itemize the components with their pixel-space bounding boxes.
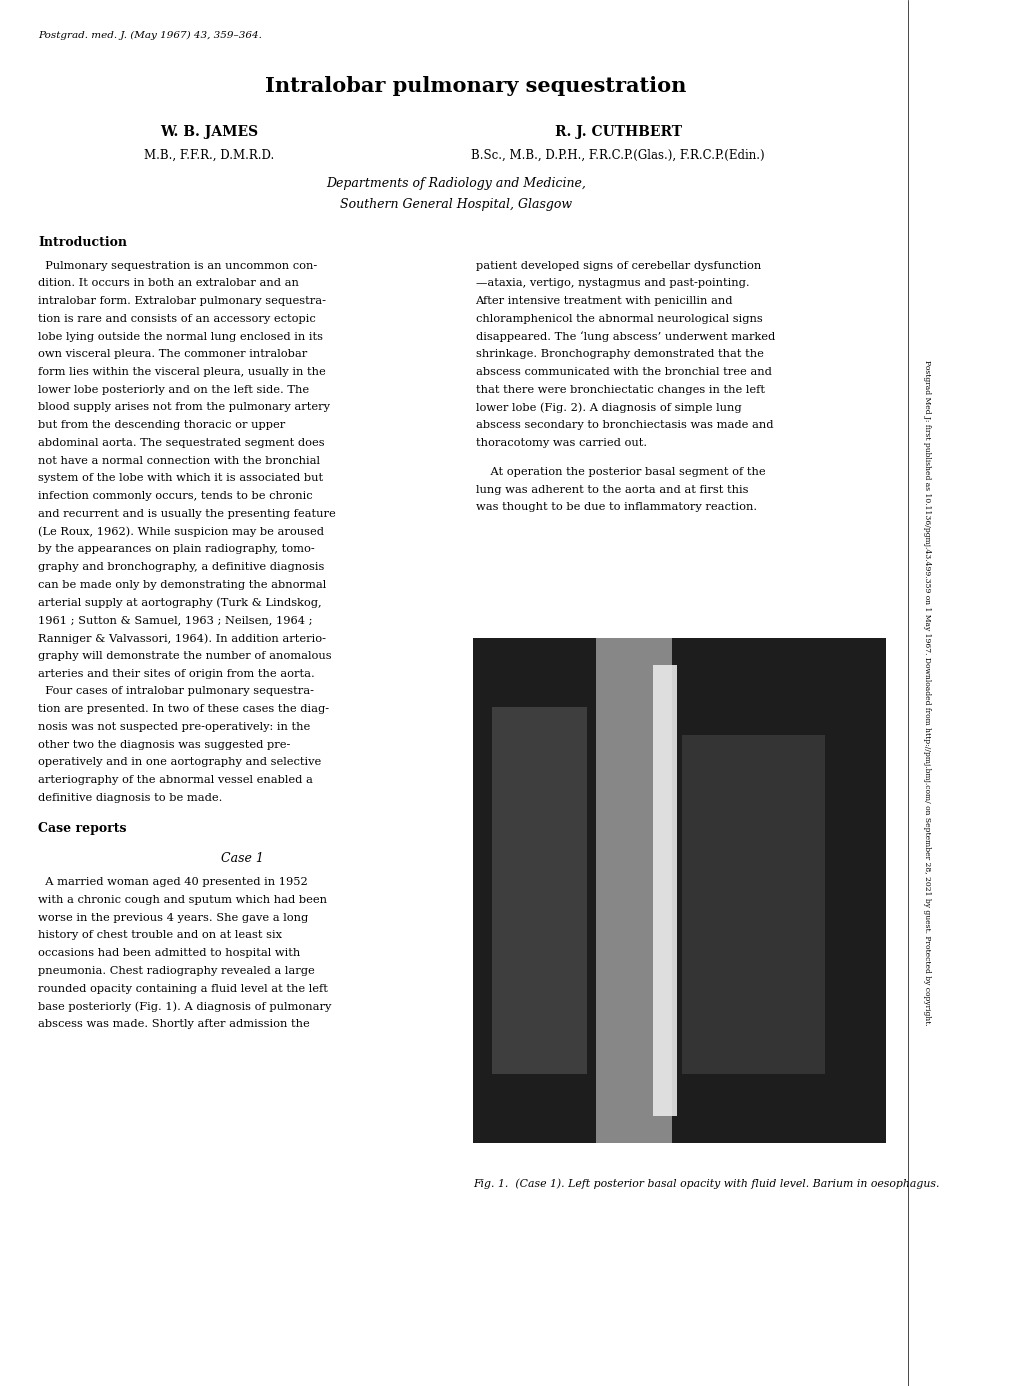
- Text: history of chest trouble and on at least six: history of chest trouble and on at least…: [38, 930, 282, 940]
- Text: tion is rare and consists of an accessory ectopic: tion is rare and consists of an accessor…: [38, 313, 316, 324]
- Text: base posteriorly (Fig. 1). A diagnosis of pulmonary: base posteriorly (Fig. 1). A diagnosis o…: [38, 1001, 331, 1012]
- Text: Ranniger & Valvassori, 1964). In addition arterio-: Ranniger & Valvassori, 1964). In additio…: [38, 633, 326, 643]
- Text: W. B. JAMES: W. B. JAMES: [160, 125, 258, 139]
- Text: lobe lying outside the normal lung enclosed in its: lobe lying outside the normal lung enclo…: [38, 331, 323, 341]
- Text: Southern General Hospital, Glasgow: Southern General Hospital, Glasgow: [340, 198, 572, 211]
- Text: —ataxia, vertigo, nystagmus and past-pointing.: —ataxia, vertigo, nystagmus and past-poi…: [475, 279, 748, 288]
- Text: system of the lobe with which it is associated but: system of the lobe with which it is asso…: [38, 474, 323, 484]
- Text: definitive diagnosis to be made.: definitive diagnosis to be made.: [38, 793, 222, 802]
- Text: own visceral pleura. The commoner intralobar: own visceral pleura. The commoner intral…: [38, 349, 307, 359]
- Text: graphy will demonstrate the number of anomalous: graphy will demonstrate the number of an…: [38, 651, 331, 661]
- Text: Case 1: Case 1: [221, 852, 264, 865]
- Text: other two the diagnosis was suggested pre-: other two the diagnosis was suggested pr…: [38, 740, 290, 750]
- Text: form lies within the visceral pleura, usually in the: form lies within the visceral pleura, us…: [38, 367, 325, 377]
- Text: (Le Roux, 1962). While suspicion may be aroused: (Le Roux, 1962). While suspicion may be …: [38, 527, 324, 538]
- Text: abscess was made. Shortly after admission the: abscess was made. Shortly after admissio…: [38, 1019, 310, 1028]
- Text: shrinkage. Bronchography demonstrated that the: shrinkage. Bronchography demonstrated th…: [475, 349, 762, 359]
- Text: lower lobe (Fig. 2). A diagnosis of simple lung: lower lobe (Fig. 2). A diagnosis of simp…: [475, 402, 741, 413]
- Text: Intralobar pulmonary sequestration: Intralobar pulmonary sequestration: [265, 76, 686, 96]
- Text: was thought to be due to inflammatory reaction.: was thought to be due to inflammatory re…: [475, 502, 756, 513]
- Text: by the appearances on plain radiography, tomo-: by the appearances on plain radiography,…: [38, 545, 315, 554]
- Text: A married woman aged 40 presented in 1952: A married woman aged 40 presented in 195…: [38, 877, 308, 887]
- Text: Fig. 1.  (Case 1). Left posterior basal opacity with fluid level. Barium in oeso: Fig. 1. (Case 1). Left posterior basal o…: [472, 1178, 938, 1189]
- Text: abscess communicated with the bronchial tree and: abscess communicated with the bronchial …: [475, 367, 770, 377]
- Text: not have a normal connection with the bronchial: not have a normal connection with the br…: [38, 456, 320, 466]
- Text: operatively and in one aortography and selective: operatively and in one aortography and s…: [38, 757, 321, 768]
- Text: 1961 ; Sutton & Samuel, 1963 ; Neilsen, 1964 ;: 1961 ; Sutton & Samuel, 1963 ; Neilsen, …: [38, 615, 312, 625]
- Text: B.Sc., M.B., D.P.H., F.R.C.P.(Glas.), F.R.C.P.(Edin.): B.Sc., M.B., D.P.H., F.R.C.P.(Glas.), F.…: [471, 148, 764, 161]
- Text: lower lobe posteriorly and on the left side. The: lower lobe posteriorly and on the left s…: [38, 385, 309, 395]
- Text: occasions had been admitted to hospital with: occasions had been admitted to hospital …: [38, 948, 300, 958]
- Text: nosis was not suspected pre-operatively: in the: nosis was not suspected pre-operatively:…: [38, 722, 310, 732]
- Text: patient developed signs of cerebellar dysfunction: patient developed signs of cerebellar dy…: [475, 261, 760, 270]
- Text: Postgrad Med J: first published as 10.1136/pgmj.43.499.359 on 1 May 1967. Downlo: Postgrad Med J: first published as 10.11…: [922, 360, 930, 1026]
- Text: can be made only by demonstrating the abnormal: can be made only by demonstrating the ab…: [38, 579, 326, 590]
- Text: Case reports: Case reports: [38, 822, 126, 834]
- Text: Postgrad. med. J. (May 1967) 43, 359–364.: Postgrad. med. J. (May 1967) 43, 359–364…: [38, 30, 262, 40]
- Text: M.B., F.F.R., D.M.R.D.: M.B., F.F.R., D.M.R.D.: [144, 148, 274, 161]
- Bar: [596, 638, 672, 1143]
- Text: infection commonly occurs, tends to be chronic: infection commonly occurs, tends to be c…: [38, 491, 313, 502]
- Text: blood supply arises not from the pulmonary artery: blood supply arises not from the pulmona…: [38, 402, 330, 413]
- Text: arteries and their sites of origin from the aorta.: arteries and their sites of origin from …: [38, 668, 315, 679]
- Bar: [672, 638, 886, 1143]
- Text: arterial supply at aortography (Turk & Lindskog,: arterial supply at aortography (Turk & L…: [38, 597, 321, 608]
- Text: After intensive treatment with penicillin and: After intensive treatment with penicilli…: [475, 297, 733, 306]
- Text: arteriography of the abnormal vessel enabled a: arteriography of the abnormal vessel ena…: [38, 775, 313, 784]
- Text: lung was adherent to the aorta and at first this: lung was adherent to the aorta and at fi…: [475, 485, 747, 495]
- Bar: [491, 707, 586, 1074]
- Text: abscess secondary to bronchiectasis was made and: abscess secondary to bronchiectasis was …: [475, 420, 772, 430]
- Text: pneumonia. Chest radiography revealed a large: pneumonia. Chest radiography revealed a …: [38, 966, 315, 976]
- Text: tion are presented. In two of these cases the diag-: tion are presented. In two of these case…: [38, 704, 329, 714]
- Bar: [472, 638, 596, 1143]
- Text: graphy and bronchography, a definitive diagnosis: graphy and bronchography, a definitive d…: [38, 563, 324, 572]
- Text: and recurrent and is usually the presenting feature: and recurrent and is usually the present…: [38, 509, 335, 518]
- Text: Departments of Radiology and Medicine,: Departments of Radiology and Medicine,: [326, 177, 586, 190]
- Text: that there were bronchiectatic changes in the left: that there were bronchiectatic changes i…: [475, 385, 764, 395]
- Text: R. J. CUTHBERT: R. J. CUTHBERT: [554, 125, 681, 139]
- Text: thoracotomy was carried out.: thoracotomy was carried out.: [475, 438, 646, 448]
- Text: intralobar form. Extralobar pulmonary sequestra-: intralobar form. Extralobar pulmonary se…: [38, 297, 326, 306]
- Bar: [472, 638, 886, 1143]
- Text: chloramphenicol the abnormal neurological signs: chloramphenicol the abnormal neurologica…: [475, 313, 761, 324]
- Bar: [653, 665, 677, 1116]
- Text: At operation the posterior basal segment of the: At operation the posterior basal segment…: [475, 467, 764, 477]
- Text: dition. It occurs in both an extralobar and an: dition. It occurs in both an extralobar …: [38, 279, 299, 288]
- Text: worse in the previous 4 years. She gave a long: worse in the previous 4 years. She gave …: [38, 912, 308, 923]
- Text: disappeared. The ‘lung abscess’ underwent marked: disappeared. The ‘lung abscess’ underwen…: [475, 331, 774, 342]
- Text: but from the descending thoracic or upper: but from the descending thoracic or uppe…: [38, 420, 285, 430]
- Text: Introduction: Introduction: [38, 236, 127, 248]
- Text: rounded opacity containing a fluid level at the left: rounded opacity containing a fluid level…: [38, 984, 327, 994]
- Bar: [682, 735, 823, 1074]
- Text: with a chronic cough and sputum which had been: with a chronic cough and sputum which ha…: [38, 895, 327, 905]
- Text: abdominal aorta. The sequestrated segment does: abdominal aorta. The sequestrated segmen…: [38, 438, 324, 448]
- Text: Pulmonary sequestration is an uncommon con-: Pulmonary sequestration is an uncommon c…: [38, 261, 317, 270]
- Text: Four cases of intralobar pulmonary sequestra-: Four cases of intralobar pulmonary seque…: [38, 686, 314, 696]
